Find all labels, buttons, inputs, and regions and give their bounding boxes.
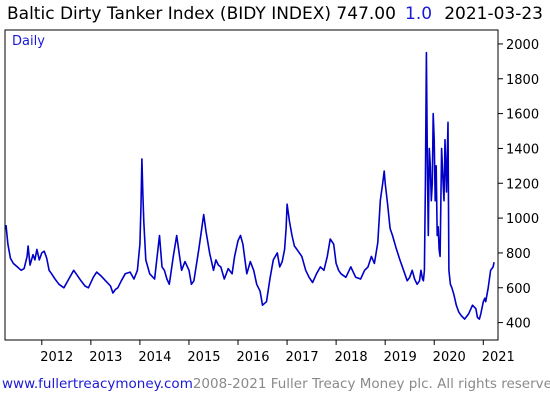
series-line — [5, 51, 495, 320]
chart-title: Baltic Dirty Tanker Index (BIDY INDEX) 7… — [7, 4, 396, 24]
change-value: 1.0 — [405, 4, 433, 24]
x-tick-label: 2019 — [384, 350, 417, 365]
x-tick-label: 2016 — [236, 350, 269, 365]
y-tick-label: 1600 — [506, 108, 539, 123]
y-axis: 400 600 800 1000 1200 1400 1600 1800 2000 — [498, 38, 539, 332]
y-tick-label: 1200 — [506, 177, 539, 192]
y-tick-label: 2000 — [506, 38, 539, 53]
y-tick-label: 1800 — [506, 73, 539, 88]
x-tick-label: 2013 — [89, 350, 122, 365]
x-tick-label: 2020 — [433, 350, 466, 365]
y-tick-label: 1400 — [506, 142, 539, 157]
footer: www.fullertreacymoney.com2008-2021 Fulle… — [0, 376, 550, 396]
x-tick-label: 2017 — [286, 350, 319, 365]
x-tick-label: 2014 — [138, 350, 171, 365]
y-tick-label: 400 — [506, 317, 531, 332]
period-label: Daily — [12, 34, 45, 49]
x-tick-label: 2012 — [40, 350, 73, 365]
copyright-text: 2008-2021 Fuller Treacy Money plc. All r… — [192, 376, 550, 392]
x-tick-label: 2021 — [482, 350, 515, 365]
y-tick-label: 1000 — [506, 212, 539, 227]
y-tick-label: 800 — [506, 247, 531, 262]
y-tick-label: 600 — [506, 282, 531, 297]
x-tick-label: 2015 — [187, 350, 220, 365]
plot-frame — [4, 29, 499, 341]
x-tick-label: 2018 — [335, 350, 368, 365]
x-axis: 2012 2013 2014 2015 2016 2017 2018 2019 2020 2021 — [40, 340, 515, 365]
site-link[interactable]: www.fullertreacymoney.com — [2, 376, 193, 392]
chart-date: 2021-03-23 — [444, 4, 543, 24]
chart-header: Baltic Dirty Tanker Index (BIDY INDEX) 7… — [7, 4, 547, 26]
